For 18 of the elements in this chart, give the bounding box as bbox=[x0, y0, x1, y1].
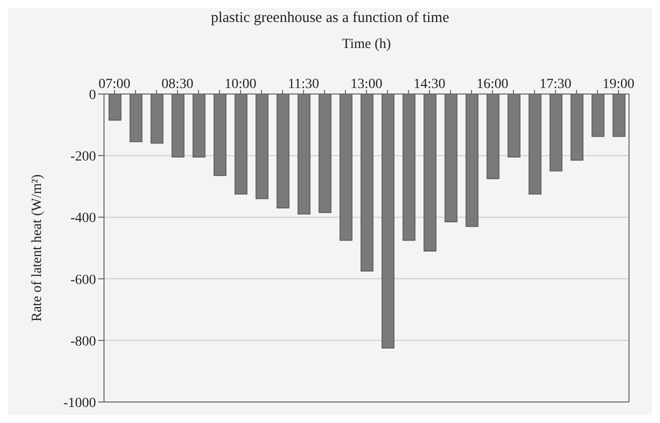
y-tick-label: -1000 bbox=[63, 396, 96, 411]
y-tick-label: -800 bbox=[70, 334, 96, 350]
x-tick-label: 14:30 bbox=[414, 77, 446, 92]
y-axis-title: Rate of latent heat (W/m²) bbox=[30, 174, 45, 322]
x-tick-label: 08:30 bbox=[162, 77, 194, 92]
y-tick-label: -400 bbox=[70, 211, 96, 226]
x-tick-label: 13:00 bbox=[350, 77, 382, 92]
x-tick-label: 07:00 bbox=[98, 77, 130, 92]
y-tick-label: -600 bbox=[70, 272, 96, 288]
y-tick-label: -200 bbox=[70, 150, 96, 165]
x-tick-label: 11:30 bbox=[288, 77, 320, 92]
x-tick-label: 19:00 bbox=[602, 77, 634, 92]
x-tick-label: 17:30 bbox=[540, 77, 572, 92]
x-tick-label: 16:00 bbox=[476, 77, 508, 92]
x-tick-label: 10:00 bbox=[224, 77, 256, 92]
y-tick-label: 0 bbox=[89, 88, 96, 103]
chart-title: plastic greenhouse as a function of time bbox=[210, 9, 450, 28]
x-axis-title: Time (h) bbox=[342, 36, 392, 52]
